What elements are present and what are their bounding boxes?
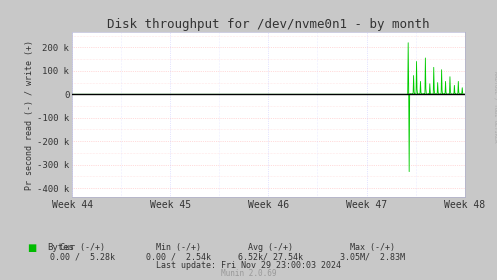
Text: Min (-/+): Min (-/+)	[157, 243, 201, 252]
Text: 3.05M/  2.83M: 3.05M/ 2.83M	[340, 253, 405, 262]
Text: Avg (-/+): Avg (-/+)	[248, 243, 293, 252]
Text: Munin 2.0.69: Munin 2.0.69	[221, 269, 276, 278]
Text: Cur (-/+): Cur (-/+)	[60, 243, 104, 252]
Text: 6.52k/ 27.54k: 6.52k/ 27.54k	[239, 253, 303, 262]
Text: Max (-/+): Max (-/+)	[350, 243, 395, 252]
Text: Last update: Fri Nov 29 23:00:03 2024: Last update: Fri Nov 29 23:00:03 2024	[156, 261, 341, 270]
Y-axis label: Pr second read (-) / write (+): Pr second read (-) / write (+)	[25, 40, 34, 190]
Title: Disk throughput for /dev/nvme0n1 - by month: Disk throughput for /dev/nvme0n1 - by mo…	[107, 18, 429, 31]
Text: ■: ■	[27, 243, 37, 253]
Text: 0.00 /  2.54k: 0.00 / 2.54k	[147, 253, 211, 262]
Text: Bytes: Bytes	[47, 243, 74, 252]
Text: RRDTOOL / TOBI OETIKER: RRDTOOL / TOBI OETIKER	[493, 71, 497, 142]
Text: 0.00 /  5.28k: 0.00 / 5.28k	[50, 253, 114, 262]
